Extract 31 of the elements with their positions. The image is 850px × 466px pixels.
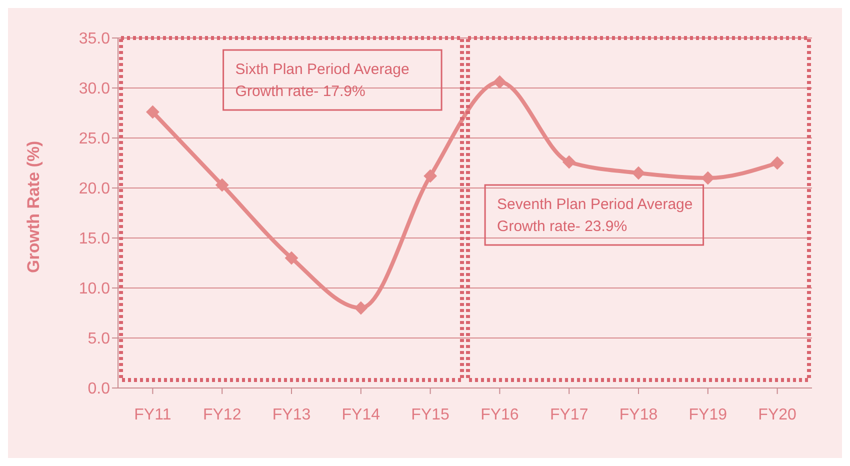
y-tick-label: 0.0 <box>88 380 110 398</box>
point <box>493 76 506 88</box>
point <box>632 166 645 180</box>
point <box>285 252 298 264</box>
point <box>216 178 229 192</box>
x-tick-label: FY12 <box>202 406 242 424</box>
y-axis-title: Growth Rate (%) <box>24 140 44 273</box>
y-tick-label: 15.0 <box>78 230 110 248</box>
x-tick-label: FY16 <box>480 406 519 424</box>
annotation: Sixth Plan Period Average Growth rate- 17.9% <box>235 61 410 100</box>
x-tick-label: FY17 <box>550 406 588 424</box>
x-tick-label: FY20 <box>758 406 797 424</box>
y-tick-label: 5.0 <box>88 330 110 348</box>
point <box>770 156 784 170</box>
x-tick-label: FY14 <box>342 406 380 424</box>
point <box>146 106 160 118</box>
y-tick-label: 20.0 <box>78 180 110 198</box>
x-tick-label: FY15 <box>411 406 450 424</box>
point <box>701 172 714 184</box>
y-tick-label: 30.0 <box>78 80 110 98</box>
y-tick-label: 10.0 <box>78 280 110 298</box>
annotation: Seventh Plan Period Average Growth rate- 23.9% <box>497 196 693 235</box>
point <box>562 156 576 168</box>
y-tick-label: 35.0 <box>78 30 110 48</box>
point <box>354 302 368 314</box>
x-tick-label: FY11 <box>134 406 172 424</box>
point <box>424 170 437 182</box>
y-tick-label: 25.0 <box>78 130 110 148</box>
x-tick-label: FY18 <box>619 406 658 424</box>
x-tick-label: FY19 <box>688 406 728 424</box>
x-tick-label: FY13 <box>272 406 311 424</box>
